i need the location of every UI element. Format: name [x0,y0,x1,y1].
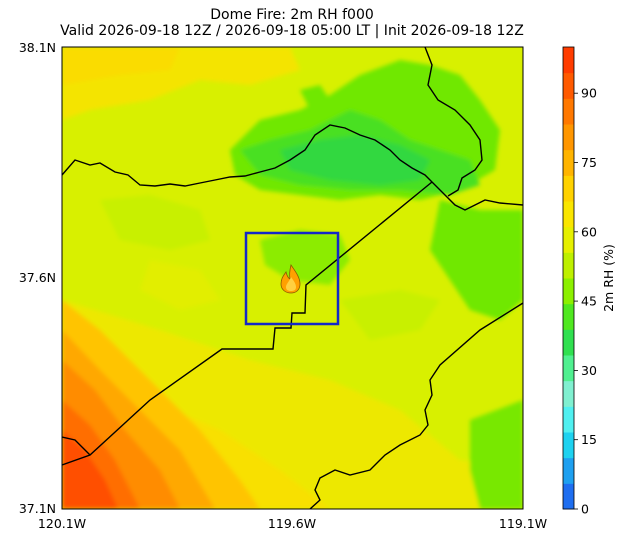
colorbar-tick-label: 30 [581,363,597,378]
colorbar-segment [563,303,574,330]
colorbar-tick-label: 45 [581,294,597,309]
colorbar-tick-label: 60 [581,224,597,239]
lat-tick-labels: 38.1N 37.6N 37.1N [19,40,56,516]
colorbar-segment [563,226,574,253]
lat-label-north: 38.1N [19,40,56,55]
colorbar-segment [563,252,574,279]
boundary-south-east [309,302,523,509]
fire-area-box [244,231,340,326]
colorbar-segment [563,149,574,176]
colorbar-segment [563,278,574,305]
boundary-north [62,124,523,211]
colorbar-segment [563,175,574,202]
colorbar-segment [563,380,574,407]
colorbar-segment [563,432,574,459]
colorbar [563,47,574,510]
boundary-southwest [62,436,91,456]
colorbar-segment [563,355,574,382]
fire-icon [280,264,301,294]
colorbar-segment [563,457,574,484]
boundary-lines [62,47,523,509]
boundary-northeast [424,47,483,197]
rh-field [62,47,523,509]
colorbar-label: 2m RH (%) [601,244,616,312]
boundary-fire-county [62,181,433,466]
lon-tick-labels: 120.1W 119.6W 119.1W [38,516,547,531]
lon-label-mid: 119.6W [268,516,316,531]
map-title: Dome Fire: 2m RH f000 [210,7,374,23]
colorbar-segment [563,406,574,433]
colorbar-segment [563,47,574,74]
map-subtitle: Valid 2026-09-18 12Z / 2026-09-18 05:00 … [60,23,524,39]
colorbar-tick-labels: 0 15 30 45 60 75 90 [574,86,597,517]
lat-label-south: 37.1N [19,501,56,516]
lat-label-mid: 37.6N [19,270,56,285]
colorbar-tick-label: 75 [581,155,597,170]
colorbar-segment [563,483,574,510]
colorbar-segment [563,329,574,356]
map-frame [61,46,524,510]
colorbar-segment [563,124,574,151]
colorbar-frame [562,46,575,510]
colorbar-segment [563,201,574,228]
colorbar-segment [563,98,574,125]
lon-label-east: 119.1W [499,516,547,531]
colorbar-tick-label: 90 [581,86,597,101]
colorbar-tick-label: 15 [581,432,597,447]
colorbar-tick-label: 0 [581,502,589,517]
colorbar-segment [563,72,574,99]
lon-label-west: 120.1W [38,516,86,531]
